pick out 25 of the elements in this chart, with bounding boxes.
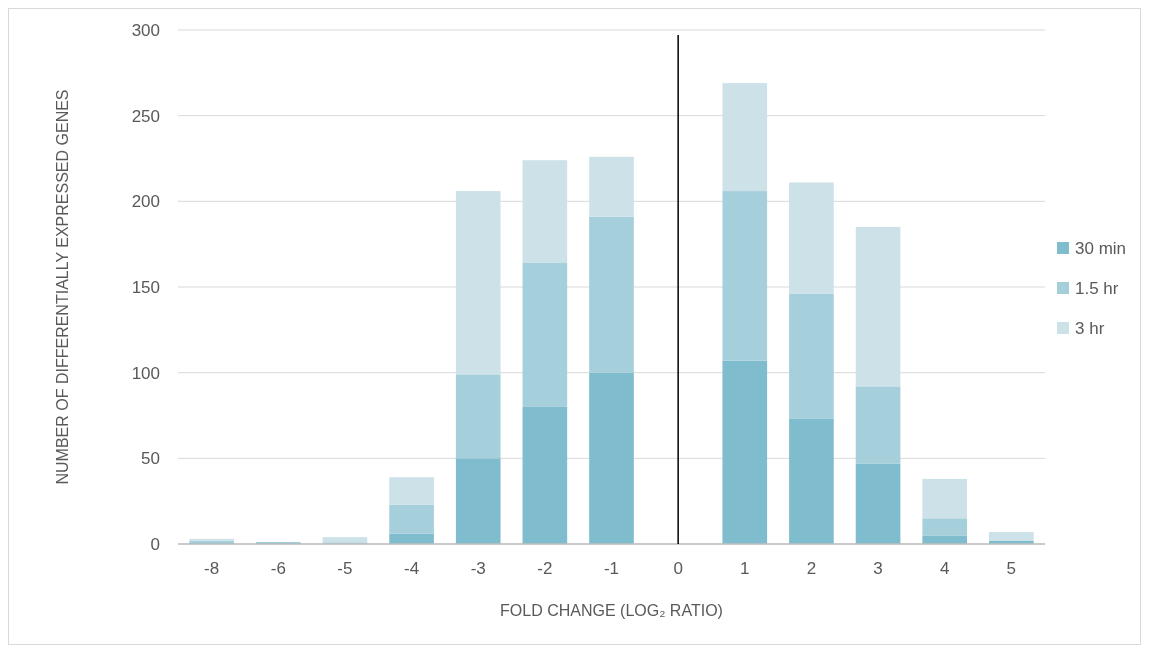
x-tick-label: -3 xyxy=(470,559,486,578)
y-tick-label: 300 xyxy=(131,20,160,40)
x-tick-label: -1 xyxy=(603,559,620,578)
legend-label: 3 hr xyxy=(1075,318,1105,338)
x-axis-title: FOLD CHANGE (LOG₂ RATIO) xyxy=(500,602,723,619)
x-tick-label: -6 xyxy=(270,559,286,578)
x-tick-label: -4 xyxy=(404,559,420,578)
x-tick-label: -2 xyxy=(537,559,553,578)
x-tick-label: 1 xyxy=(740,559,750,578)
legend-label: 30 min xyxy=(1075,238,1127,258)
x-tick-label: -8 xyxy=(204,559,220,578)
y-tick-label: 250 xyxy=(131,106,160,126)
x-tick-label: 2 xyxy=(806,559,817,578)
x-tick-label: 3 xyxy=(873,559,883,578)
legend-label: 1.5 hr xyxy=(1075,278,1119,298)
x-tick-label: -5 xyxy=(337,559,353,578)
x-tick-label: 5 xyxy=(1006,559,1017,578)
y-tick-label: 200 xyxy=(131,192,160,212)
y-axis-title: NUMBER OF DIFFERENTIALLY EXPRESSED GENES xyxy=(54,89,71,485)
y-tick-label: 100 xyxy=(131,363,160,383)
x-tick-label: 0 xyxy=(673,559,683,578)
y-tick-label: 0 xyxy=(150,534,160,554)
y-tick-label: 50 xyxy=(141,449,160,469)
x-tick-label: 4 xyxy=(939,559,950,578)
y-tick-label: 150 xyxy=(131,277,160,297)
